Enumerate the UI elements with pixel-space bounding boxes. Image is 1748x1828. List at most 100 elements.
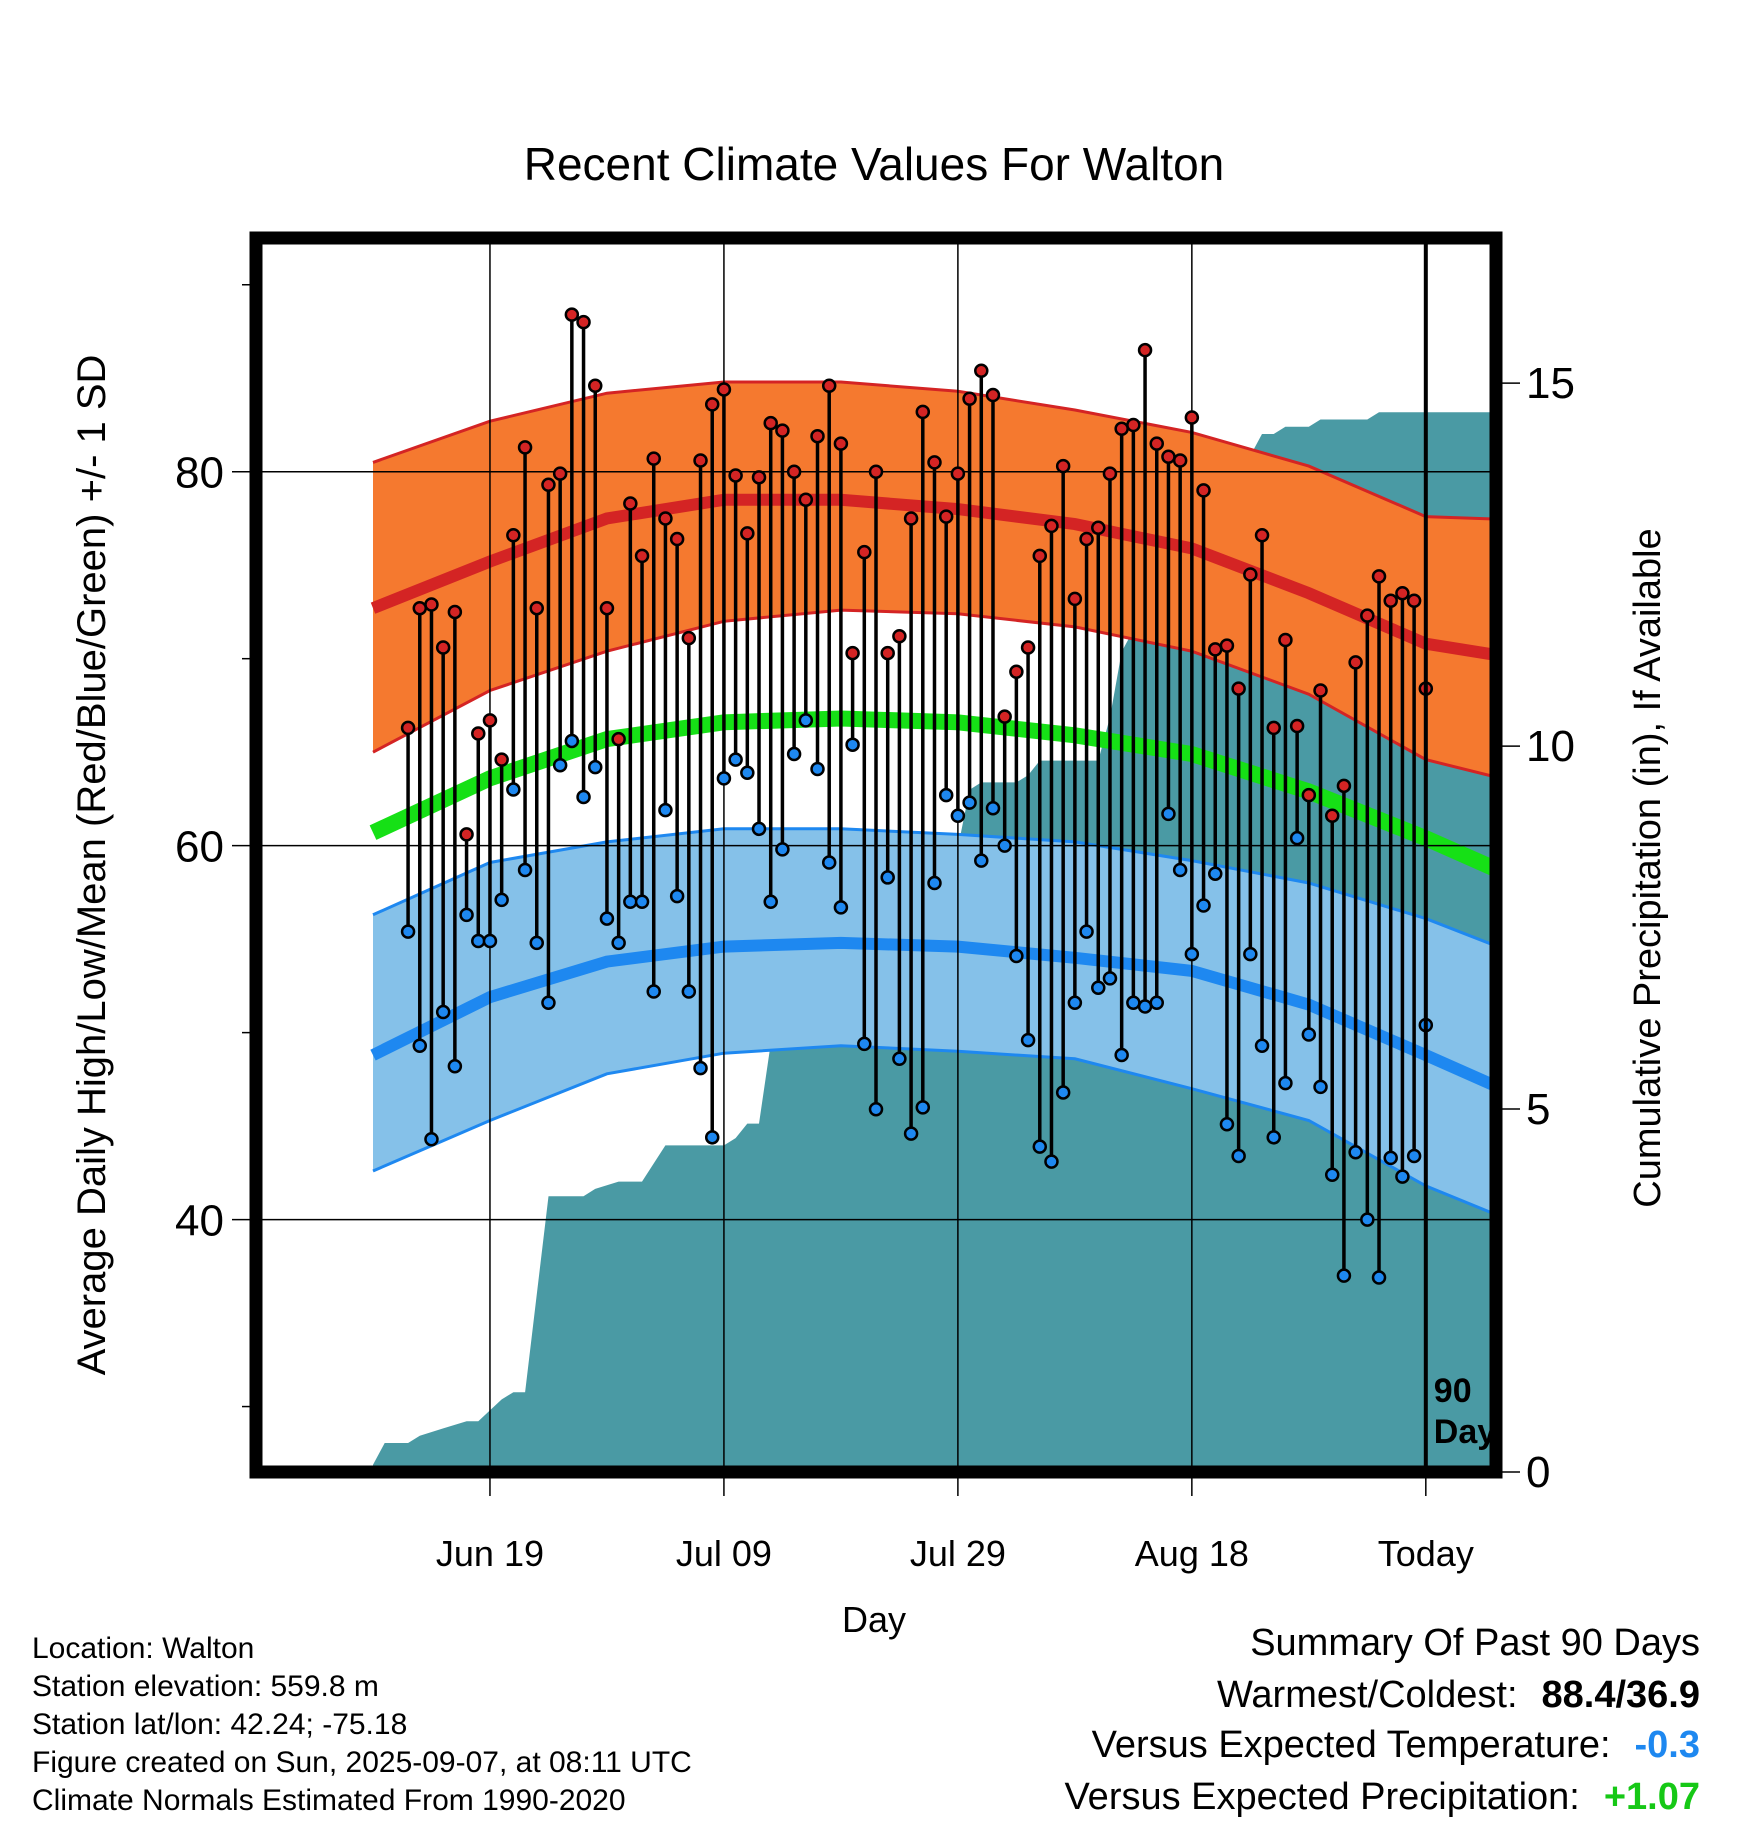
daily-high-point — [892, 628, 907, 644]
daily-high-point — [880, 645, 895, 661]
daily-low-point — [997, 838, 1012, 853]
daily-high-point — [1348, 655, 1363, 670]
daily-low-point — [1184, 946, 1200, 962]
y-tick-label: 60 — [175, 823, 224, 872]
daily-low-point — [1126, 995, 1141, 1010]
daily-low-point — [517, 862, 533, 878]
daily-high-point — [552, 466, 568, 481]
daily-high-point — [529, 600, 545, 616]
daily-high-point — [424, 597, 439, 612]
x-tick-label: Jul 09 — [676, 1533, 772, 1574]
daily-high-point — [938, 509, 954, 524]
daily-high-point — [786, 464, 802, 479]
daily-high-point — [1102, 466, 1118, 481]
daily-low-point — [1360, 1212, 1375, 1227]
info-elevation: Station elevation: 559.8 m — [32, 1670, 379, 1703]
chart-title: Recent Climate Values For Walton — [524, 138, 1225, 190]
daily-low-point — [412, 1038, 428, 1053]
y-tick-label: 40 — [175, 1197, 224, 1246]
daily-high-point — [1032, 548, 1048, 564]
daily-low-point — [985, 801, 1001, 816]
daily-high-point — [1091, 520, 1106, 536]
daily-high-point — [974, 363, 989, 378]
daily-high-point — [1149, 436, 1165, 451]
daily-high-point — [1137, 342, 1153, 358]
daily-high-point — [775, 423, 790, 438]
daily-low-point — [1289, 830, 1305, 846]
daily-high-point — [1020, 640, 1036, 655]
marker-label: 90 Days — [1434, 1372, 1515, 1451]
daily-high-point — [903, 511, 919, 526]
daily-low-point — [1161, 806, 1176, 822]
daily-high-point — [1278, 632, 1293, 648]
daily-high-point — [576, 314, 591, 330]
daily-high-point — [1336, 778, 1352, 794]
x-tick-label: Today — [1378, 1533, 1474, 1574]
daily-high-point — [693, 453, 708, 468]
daily-high-point — [1161, 449, 1176, 465]
daily-high-point — [704, 397, 720, 412]
daily-low-point — [740, 765, 755, 780]
daily-low-point — [786, 746, 802, 762]
daily-low-point — [833, 900, 849, 915]
daily-low-point — [1313, 1079, 1328, 1095]
daily-low-point — [915, 1100, 931, 1115]
daily-high-point — [517, 440, 533, 455]
y-axis-label: Average Daily High/Low/Mean (Red/Blue/Gr… — [70, 355, 114, 1376]
daily-high-point — [1289, 718, 1305, 734]
daily-high-point — [541, 477, 556, 493]
daily-low-point — [599, 911, 615, 926]
x-tick-label: Aug 18 — [1135, 1533, 1249, 1574]
daily-high-point — [435, 640, 451, 655]
daily-low-point — [763, 894, 778, 909]
daily-low-point — [1020, 1032, 1036, 1048]
summary-precipitation: Versus Expected Precipitation: +1.07 — [1064, 1776, 1700, 1819]
daily-high-point — [447, 604, 463, 620]
daily-high-point — [751, 470, 767, 485]
daily-low-point — [1301, 1027, 1317, 1042]
daily-low-point — [1079, 924, 1094, 939]
daily-low-point — [1406, 1148, 1422, 1164]
daily-high-point — [1219, 638, 1235, 653]
daily-high-point — [1184, 410, 1200, 425]
daily-high-point — [587, 378, 603, 393]
daily-high-point — [681, 630, 697, 646]
plot-frame — [249, 231, 1503, 1479]
daily-high-point — [821, 378, 837, 393]
daily-low-point — [471, 933, 486, 949]
y2-tick-label: 15 — [1526, 359, 1575, 408]
daily-high-point — [763, 415, 778, 431]
daily-high-point — [623, 496, 638, 511]
marker-label-line: 90 — [1434, 1372, 1472, 1410]
daily-high-point — [1313, 683, 1328, 698]
daily-low-point — [576, 789, 591, 805]
daily-low-point — [447, 1059, 463, 1074]
y2-tick-label: 5 — [1526, 1085, 1550, 1134]
daily-low-point — [927, 875, 942, 891]
daily-high-point — [564, 307, 580, 322]
daily-high-point — [845, 645, 860, 661]
daily-high-point — [985, 387, 1001, 403]
daily-low-point — [1044, 1154, 1059, 1169]
daily-low-point — [1231, 1148, 1246, 1164]
daily-high-point — [1044, 518, 1059, 534]
daily-high-point — [868, 464, 884, 479]
daily-high-point — [1067, 591, 1083, 607]
daily-high-point — [1055, 458, 1071, 474]
daily-low-point — [1196, 898, 1211, 913]
warmest-coldest-label: Warmest/Coldest: — [1216, 1674, 1518, 1716]
y2-tick-label: 0 — [1526, 1448, 1550, 1497]
daily-low-point — [552, 758, 568, 773]
daily-high-point — [1371, 569, 1387, 584]
daily-high-point — [810, 428, 825, 444]
daily-high-point — [658, 511, 673, 526]
daily-high-point — [1360, 608, 1375, 623]
daily-high-point — [646, 451, 661, 466]
daily-low-point — [821, 855, 837, 870]
daily-low-point — [400, 924, 416, 939]
summary-heading: Summary Of Past 90 Days — [1250, 1622, 1700, 1664]
daily-low-point — [950, 808, 966, 823]
daily-low-point — [868, 1102, 884, 1117]
daily-low-point — [1102, 971, 1118, 986]
